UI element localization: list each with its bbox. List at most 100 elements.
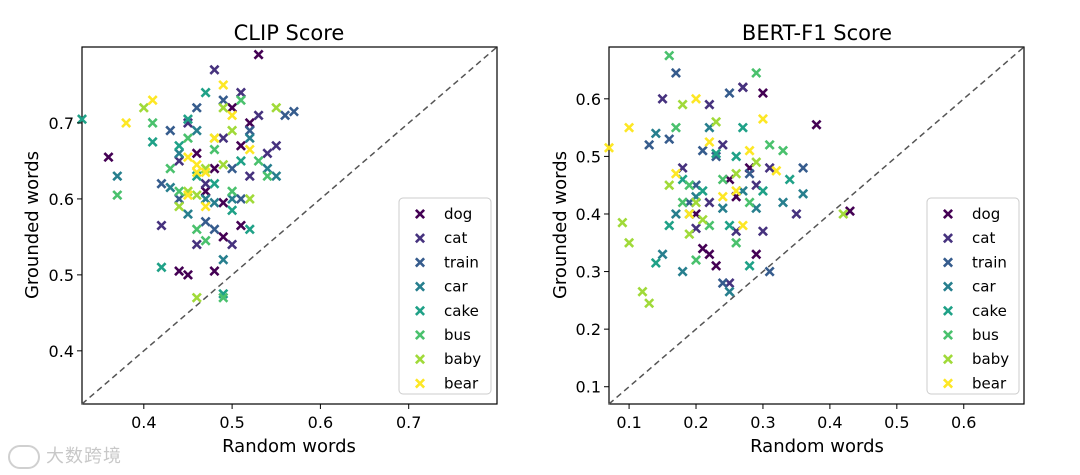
point-car bbox=[200, 193, 211, 204]
legend-box bbox=[398, 197, 492, 395]
point-baby bbox=[191, 190, 202, 201]
point-bus bbox=[684, 180, 695, 191]
point-dog bbox=[844, 206, 856, 217]
point-bear bbox=[603, 142, 615, 153]
point-train bbox=[724, 88, 735, 99]
point-cake bbox=[711, 148, 722, 159]
y-tick-label: 0.1 bbox=[576, 378, 601, 397]
point-dog bbox=[218, 197, 229, 208]
point-bus bbox=[235, 95, 246, 106]
point-cat bbox=[174, 155, 185, 166]
point-cat bbox=[253, 110, 264, 121]
x-tick-label: 0.4 bbox=[817, 413, 842, 432]
point-bear bbox=[757, 113, 768, 125]
point-bus bbox=[670, 122, 681, 133]
y-tick-label: 0.6 bbox=[576, 90, 601, 109]
point-bear bbox=[227, 110, 238, 121]
legend-marker-train bbox=[414, 257, 426, 268]
legend-marker-car bbox=[942, 281, 954, 292]
point-cake bbox=[650, 257, 661, 268]
point-car bbox=[650, 128, 661, 139]
point-train bbox=[670, 67, 681, 78]
legend-marker-bus bbox=[942, 329, 954, 341]
legend-marker-bus bbox=[414, 329, 426, 341]
point-bear bbox=[191, 159, 202, 170]
legend-marker-bear bbox=[942, 378, 954, 389]
legend-marker-dog bbox=[942, 208, 954, 220]
diagonal-line bbox=[81, 46, 498, 405]
point-bear bbox=[737, 220, 748, 231]
point-bus bbox=[165, 163, 176, 174]
point-cat bbox=[724, 278, 735, 289]
legend-marker-baby bbox=[414, 354, 426, 365]
point-bus bbox=[677, 197, 688, 208]
legend-label-cake: cake bbox=[444, 302, 479, 320]
x-tick-label: 0.5 bbox=[219, 413, 244, 432]
point-train bbox=[744, 168, 755, 179]
point-cake bbox=[147, 136, 158, 147]
point-cake bbox=[182, 114, 193, 125]
legend-label-cat: cat bbox=[972, 229, 995, 247]
legend-label-dog: dog bbox=[972, 205, 1000, 223]
legend-label-cake: cake bbox=[972, 302, 1007, 320]
point-cat bbox=[704, 197, 715, 208]
point-baby bbox=[138, 102, 149, 113]
clip-score-chart: CLIP Score 0.4 0.5 0.6 0.7 0.4 0.5 0.6 0.7 Ran… bbox=[22, 21, 498, 457]
x-tick-label: 0.3 bbox=[750, 413, 775, 432]
legend-marker-baby bbox=[942, 354, 954, 365]
legend-marker-cat bbox=[414, 233, 426, 244]
point-cat bbox=[757, 226, 768, 237]
point-dog bbox=[751, 249, 762, 260]
point-dog bbox=[711, 260, 722, 271]
point-dog bbox=[103, 152, 114, 163]
point-train bbox=[174, 193, 185, 204]
data-points bbox=[603, 50, 856, 309]
point-cake bbox=[200, 87, 211, 98]
legend-label-baby: baby bbox=[444, 350, 481, 368]
point-baby bbox=[218, 102, 229, 113]
point-bus bbox=[764, 139, 775, 150]
watermark-text: 大数跨境 bbox=[46, 446, 122, 467]
point-cat bbox=[209, 64, 220, 75]
legend-label-train: train bbox=[444, 253, 479, 271]
y-tick-label: 0.4 bbox=[576, 205, 601, 224]
legend-marker-cake bbox=[414, 305, 426, 316]
point-dog bbox=[811, 119, 822, 130]
point-baby bbox=[731, 168, 742, 179]
legend-box bbox=[926, 197, 1020, 395]
point-train bbox=[697, 145, 708, 156]
point-baby bbox=[227, 125, 238, 136]
point-train bbox=[209, 224, 220, 235]
point-dog bbox=[174, 266, 185, 277]
point-dog bbox=[182, 269, 193, 280]
point-cat bbox=[764, 162, 775, 173]
point-bus bbox=[147, 117, 158, 128]
point-train bbox=[218, 95, 229, 106]
point-bus bbox=[209, 144, 220, 155]
legend-label-car: car bbox=[972, 278, 996, 296]
point-baby bbox=[644, 298, 655, 309]
y-axis-label: Grounded words bbox=[22, 151, 43, 299]
point-baby bbox=[677, 99, 688, 110]
point-dog bbox=[235, 220, 246, 231]
point-cake bbox=[209, 178, 220, 189]
legend-label-bear: bear bbox=[972, 374, 1007, 392]
point-bear bbox=[200, 167, 211, 178]
x-tick-label: 0.1 bbox=[616, 413, 641, 432]
point-bear bbox=[244, 144, 255, 155]
point-bus bbox=[218, 292, 229, 303]
point-cake bbox=[744, 260, 755, 271]
point-cake bbox=[227, 205, 238, 216]
y-tick-label: 0.6 bbox=[49, 190, 74, 209]
point-cake bbox=[664, 220, 675, 231]
point-bus bbox=[664, 50, 675, 61]
legend-label-car: car bbox=[444, 278, 468, 296]
point-car bbox=[227, 193, 238, 204]
y-tick-label: 0.5 bbox=[576, 147, 601, 166]
point-car bbox=[657, 249, 668, 260]
point-train bbox=[235, 193, 246, 204]
point-car bbox=[777, 197, 789, 208]
point-cat bbox=[235, 87, 246, 98]
legend: dog cat train car cake bus baby bear bbox=[398, 197, 492, 395]
